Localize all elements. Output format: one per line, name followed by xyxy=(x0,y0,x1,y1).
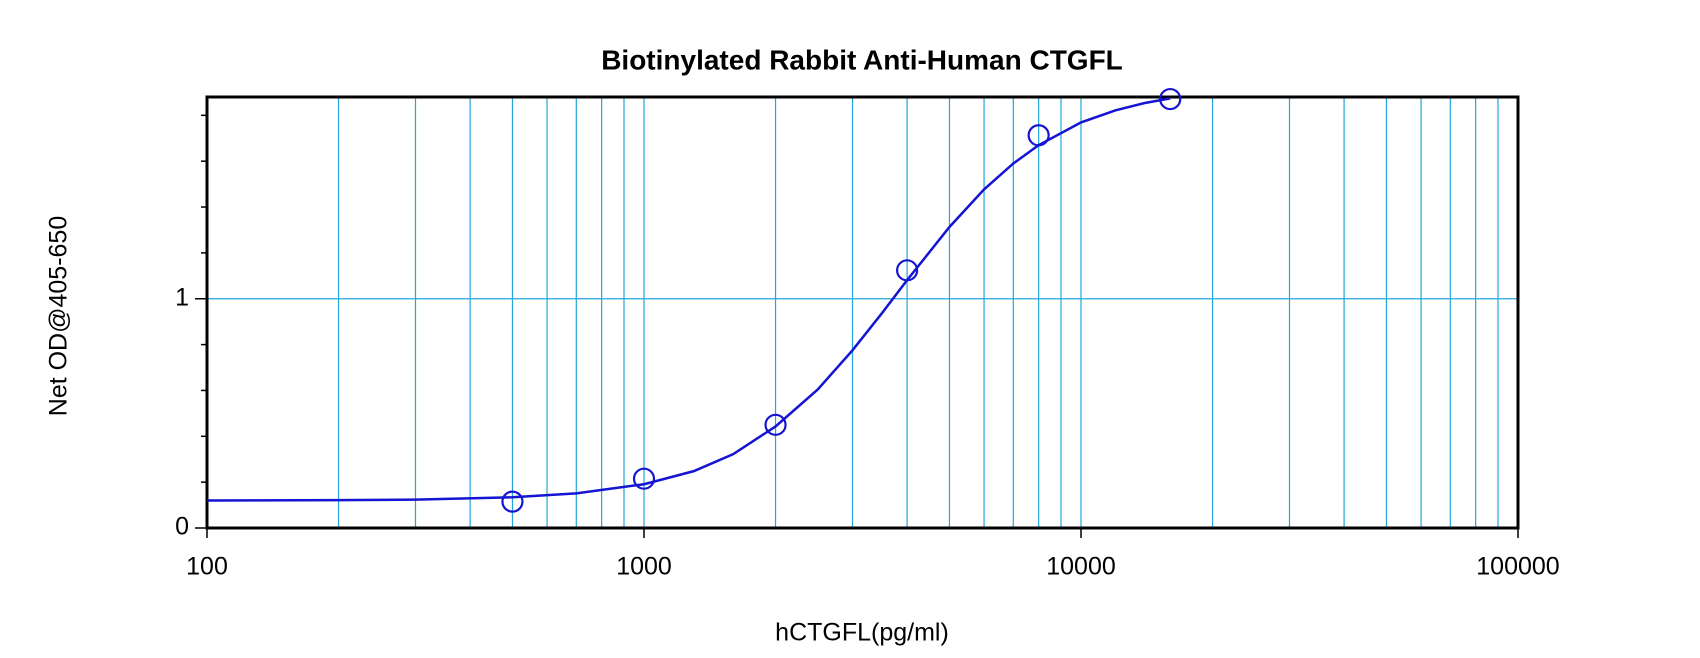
x-axis-label: hCTGFL(pg/ml) xyxy=(775,619,949,647)
data-point xyxy=(501,490,524,513)
data-point xyxy=(1027,124,1050,147)
x-tick-label: 100 xyxy=(186,553,228,581)
y-tick-label: 1 xyxy=(175,283,189,311)
data-point xyxy=(1159,87,1182,111)
plot-frame xyxy=(205,95,1520,530)
data-point xyxy=(764,413,787,436)
data-point xyxy=(896,259,919,282)
y-axis-label: Net OD@405-650 xyxy=(45,216,73,416)
data-point xyxy=(632,467,656,490)
chart-title: Biotinylated Rabbit Anti-Human CTGFL xyxy=(601,44,1123,75)
x-tick-label: 100000 xyxy=(1476,553,1559,581)
y-tick-label: 0 xyxy=(175,513,189,541)
x-tick-label: 1000 xyxy=(616,553,672,581)
x-tick-label: 10000 xyxy=(1046,553,1116,581)
fit-curve xyxy=(206,97,1171,502)
